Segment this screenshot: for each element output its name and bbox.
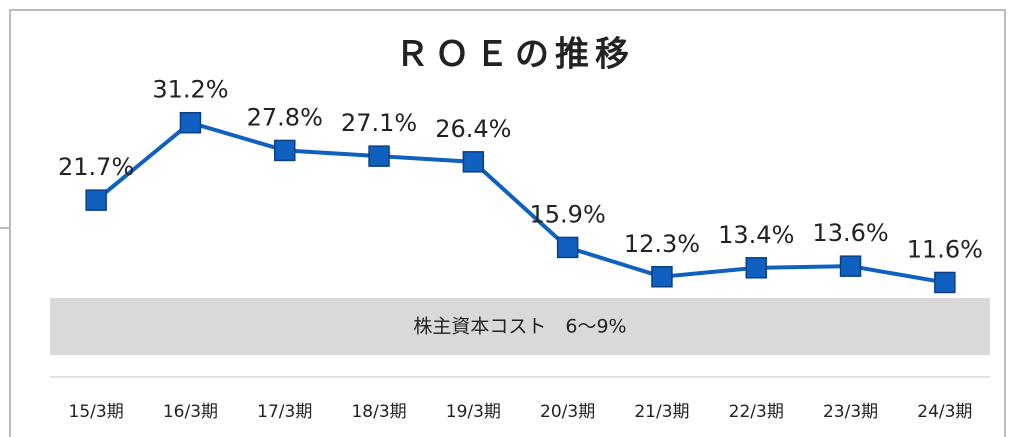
frame [9, 9, 1006, 437]
data-label: 26.4% [435, 115, 511, 143]
data-label: 21.7% [58, 153, 134, 181]
marker [934, 271, 956, 294]
marker [556, 236, 579, 259]
x-tick-label: 15/3期 [69, 402, 124, 422]
marker [651, 266, 673, 288]
x-tick-label: 19/3期 [446, 402, 501, 422]
x-tick-label: 21/3期 [634, 402, 689, 422]
annotation: 株主資本コスト 6～9% [413, 316, 626, 338]
marker [745, 257, 767, 279]
x-tick-label: 17/3期 [257, 402, 312, 422]
cost-band [50, 298, 990, 355]
marker [839, 255, 862, 277]
data-label: 13.6% [812, 219, 888, 247]
x-tick-label: 20/3期 [540, 402, 595, 422]
data-label: 27.8% [247, 103, 323, 131]
data-label: 27.1% [341, 109, 417, 137]
x-tick-label: 22/3期 [729, 402, 784, 422]
data-label: 11.6% [907, 235, 983, 263]
marker [85, 189, 107, 211]
data-label: 31.2% [152, 76, 228, 104]
x-tick-label: 23/3期 [823, 402, 878, 422]
marker [368, 145, 390, 167]
marker [274, 139, 296, 162]
line [94, 120, 946, 285]
data-label: 12.3% [624, 230, 700, 258]
data-label: 15.9% [530, 200, 606, 228]
data-label: 13.4% [718, 221, 794, 249]
x-tick-label: 18/3期 [351, 402, 406, 422]
x-tick-label: 16/3期 [163, 402, 218, 422]
x-tick-label: 24/3期 [917, 402, 972, 422]
marker [462, 151, 485, 173]
chart-title: ＲＯＥの推移 [395, 35, 635, 75]
marker [179, 111, 202, 134]
